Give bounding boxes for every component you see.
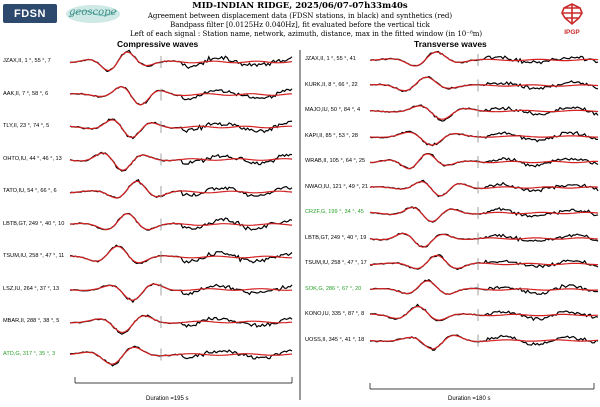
- transverse-station-label: TSUM,IU, 258 °, 47 °, 17: [305, 260, 367, 266]
- compressive-station-label: JZAX,II, 1 °, 55 °, 7: [3, 58, 51, 64]
- transverse-station-label: KONO,IU, 335 °, 87 °, 8: [305, 311, 365, 317]
- transverse-station-label: MAJO,IU, 50 °, 84 °, 4: [305, 107, 361, 113]
- geoscope-logo: geoscope: [63, 3, 123, 25]
- transverse-synthetic-trace: [369, 305, 599, 321]
- transverse-synthetic-trace: [369, 105, 599, 120]
- transverse-station-label: UOSS,II, 345 °, 41 °, 18: [305, 336, 365, 343]
- transverse-synthetic-trace: [369, 131, 598, 146]
- transverse-synthetic-trace: [369, 232, 599, 248]
- transverse-data-trace: [369, 104, 599, 122]
- transverse-data-trace: [369, 278, 599, 296]
- transverse-data-trace: [369, 232, 599, 248]
- transverse-station-label: LBTB,GT, 249 °, 40 °, 19: [305, 234, 367, 241]
- transverse-station-label: NWAO,IU, 121 °, 49 °, 21: [305, 183, 369, 190]
- compressive-panel-title: Compressive waves: [117, 39, 199, 49]
- transverse-synthetic-trace: [369, 254, 598, 270]
- compressive-data-trace: [69, 151, 292, 172]
- compressive-data-trace: [69, 345, 293, 367]
- transverse-data-trace: [369, 206, 599, 223]
- compressive-station-label: TSUM,IU, 258 °, 47 °, 11: [3, 253, 65, 259]
- compressive-station-label: LBTB,GT, 249 °, 40 °, 10: [3, 220, 65, 227]
- transverse-synthetic-trace: [369, 334, 599, 350]
- fdsn-logo: FDSN: [3, 4, 57, 23]
- compressive-data-trace: [69, 118, 293, 140]
- transverse-panel-title: Transverse waves: [414, 39, 487, 49]
- transverse-station-label: SOK,G, 286 °, 67 °, 20: [305, 285, 362, 292]
- transverse-station-label: KURK,II, 8 °, 66 °, 22: [305, 81, 358, 88]
- compressive-synthetic-trace: [69, 245, 292, 264]
- transverse-synthetic-trace: [369, 180, 599, 197]
- compressive-synthetic-trace: [69, 180, 293, 199]
- transverse-station-label: KAPI,II, 85 °, 53 °, 28: [305, 132, 358, 139]
- compressive-station-label: OHTO,IU, 44 °, 46 °, 13: [3, 155, 62, 162]
- transverse-data-trace: [369, 303, 599, 322]
- transverse-synthetic-trace: [369, 153, 598, 170]
- transverse-data-trace: [369, 50, 599, 67]
- transverse-station-label: JZAX,II, 1 °, 55 °, 41: [305, 56, 356, 62]
- compressive-synthetic-trace: [69, 213, 293, 231]
- compressive-data-trace: [70, 314, 293, 335]
- ipgp-logo: IPGP: [557, 2, 587, 36]
- compressive-station-label: MBAR,II, 288 °, 38 °, 5: [3, 318, 60, 324]
- compressive-station-label: TATO,IU, 54 °, 66 °, 6: [3, 188, 57, 194]
- page-title: MID-INDIAN RIDGE, 2025/06/07-07h33m40s: [192, 1, 408, 11]
- compressive-synthetic-trace: [69, 283, 293, 301]
- subtitle-line-1: Agreement between displacement data (FDS…: [147, 12, 453, 20]
- compressive-synthetic-trace: [69, 119, 292, 139]
- compressive-synthetic-trace: [69, 152, 293, 171]
- transverse-synthetic-trace: [369, 206, 599, 223]
- transverse-data-trace: [370, 334, 599, 351]
- compressive-synthetic-trace: [70, 315, 293, 334]
- compressive-data-trace: [70, 212, 293, 231]
- transverse-station-label: CRZF,G, 199 °, 34 °, 45: [305, 209, 364, 215]
- compressive-station-label: LSZ,IU, 264 °, 37 °, 13: [3, 285, 60, 292]
- compressive-station-label: TLY,II, 23 °, 74 °, 5: [3, 123, 50, 129]
- compressive-station-label: ATD,G, 317 °, 35 °, 3: [3, 350, 56, 357]
- ipgp-emblem-icon: [561, 3, 583, 26]
- compressive-data-trace: [69, 244, 293, 265]
- compressive-synthetic-trace: [69, 346, 293, 365]
- subtitle-line-2: Bandpass filter [0.0125Hz 0.040Hz], fit …: [170, 21, 430, 29]
- compressive-duration-label: Duration =195 s: [146, 396, 189, 402]
- geoscope-logo-text: geoscope: [69, 7, 117, 18]
- transverse-duration-label: Duration =180 s: [448, 396, 491, 402]
- transverse-data-trace: [370, 254, 599, 271]
- subtitle-line-3: Left of each signal : Station name, netw…: [130, 30, 483, 38]
- transverse-synthetic-trace: [369, 51, 599, 67]
- compressive-data-trace: [69, 179, 293, 199]
- geoscope-globe-icon: [66, 5, 120, 23]
- compressive-station-label: AAK,II, 7 °, 58 °, 6: [3, 90, 49, 97]
- compressive-synthetic-trace: [69, 51, 293, 72]
- transverse-synthetic-trace: [369, 76, 599, 92]
- fdsn-logo-text: FDSN: [14, 7, 46, 20]
- compressive-synthetic-trace: [69, 86, 293, 106]
- transverse-data-trace: [369, 76, 599, 93]
- transverse-station-label: WRAB,II, 105 °, 64 °, 25: [305, 158, 366, 164]
- ipgp-logo-text: IPGP: [564, 29, 580, 36]
- transverse-synthetic-trace: [369, 280, 599, 295]
